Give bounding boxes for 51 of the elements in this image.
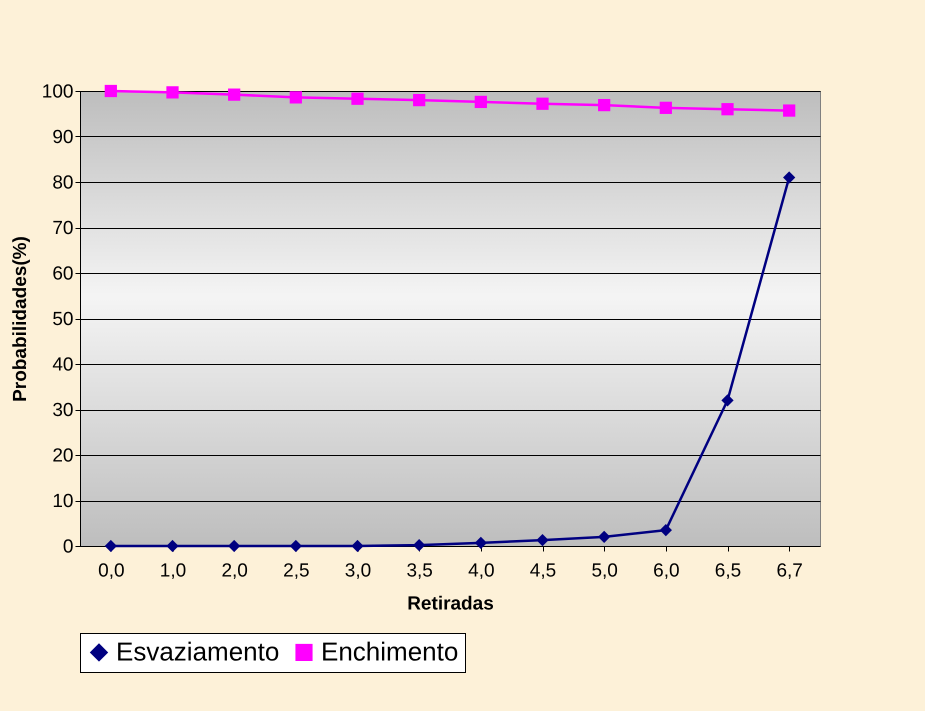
y-tick-label: 0 bbox=[62, 536, 74, 558]
x-tick-label: 5,0 bbox=[591, 560, 618, 582]
point bbox=[536, 534, 549, 546]
y-tick-label: 10 bbox=[52, 491, 74, 512]
x-tick-label: 6,5 bbox=[714, 560, 742, 582]
y-tick-label: 50 bbox=[52, 309, 74, 330]
point bbox=[413, 94, 426, 106]
y-tick-label: 100 bbox=[42, 82, 74, 102]
x-axis-title: Retiradas bbox=[407, 594, 494, 614]
point bbox=[290, 91, 302, 104]
point bbox=[413, 538, 426, 552]
x-tick-label: 3,5 bbox=[406, 560, 433, 582]
x-tick-label: 4,5 bbox=[530, 560, 556, 582]
y-tick-label: 40 bbox=[52, 354, 74, 376]
y-tick-label: 90 bbox=[52, 127, 74, 148]
point bbox=[721, 103, 734, 116]
point bbox=[783, 104, 796, 117]
x-tick-label: 3,0 bbox=[344, 560, 372, 582]
point bbox=[598, 98, 610, 112]
point bbox=[290, 540, 302, 552]
y-tick-label: 20 bbox=[52, 446, 74, 466]
x-tick-label: 4,0 bbox=[468, 560, 495, 582]
x-tick-label: 6,0 bbox=[653, 560, 680, 582]
point bbox=[660, 102, 672, 114]
y-tick-label: 30 bbox=[52, 400, 74, 421]
point bbox=[598, 530, 610, 544]
y-tick-label: 80 bbox=[52, 172, 74, 194]
x-tick-label: 6,7 bbox=[776, 560, 803, 582]
point bbox=[536, 98, 549, 110]
point bbox=[228, 540, 240, 552]
legend-label: Enchimento bbox=[321, 636, 458, 666]
x-tick-label: 1,0 bbox=[160, 560, 186, 582]
x-tick-label: 2,0 bbox=[221, 560, 248, 582]
point bbox=[660, 524, 672, 536]
point bbox=[166, 86, 179, 98]
y-tick-label: 70 bbox=[52, 218, 74, 239]
point bbox=[351, 540, 364, 552]
point bbox=[104, 540, 117, 552]
point bbox=[228, 88, 240, 101]
point bbox=[783, 171, 796, 184]
x-tick-label: 0,0 bbox=[98, 560, 125, 582]
point bbox=[104, 84, 117, 98]
point bbox=[474, 536, 487, 549]
point bbox=[351, 92, 364, 105]
point bbox=[474, 96, 487, 108]
legend-label: Esvaziamento bbox=[116, 636, 280, 666]
point bbox=[721, 394, 734, 407]
point bbox=[166, 540, 179, 552]
x-tick-label: 2,5 bbox=[283, 560, 310, 582]
y-tick-label: 60 bbox=[52, 264, 74, 284]
y-axis-title: Probabilidades(%) bbox=[10, 236, 31, 402]
